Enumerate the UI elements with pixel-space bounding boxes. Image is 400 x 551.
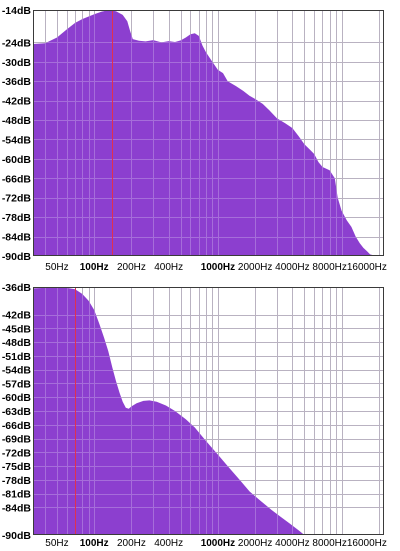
x-tick-label: 4000Hz bbox=[275, 262, 309, 273]
y-tick-label: -48dB bbox=[2, 115, 32, 127]
x-tick-label: 50Hz bbox=[45, 262, 68, 273]
plot-frame bbox=[33, 287, 384, 535]
y-tick-label: -66dB bbox=[2, 420, 32, 432]
plot-frame bbox=[33, 10, 384, 256]
x-tick-label: 1000Hz bbox=[201, 262, 235, 273]
y-tick-label: -57dB bbox=[2, 378, 32, 390]
y-tick-label: -78dB bbox=[2, 475, 32, 487]
y-tick-label: -30dB bbox=[2, 57, 32, 69]
spectrum-area bbox=[33, 10, 377, 256]
y-tick-label: -36dB bbox=[2, 76, 32, 88]
spectrum-chart-1: -14dB -24dB -30dB -36dB -42dB -48dB -54dB -60dB… bbox=[2, 5, 387, 273]
y-tick-label: -24dB bbox=[2, 37, 32, 49]
y-tick-label: -78dB bbox=[2, 212, 32, 224]
x-tick-label: 2000Hz bbox=[238, 538, 272, 549]
x-tick-label: 50Hz bbox=[45, 538, 68, 549]
y-tick-label: -60dB bbox=[2, 154, 32, 166]
y-tick-label: -84dB bbox=[2, 502, 32, 514]
y-tick-label: -90dB bbox=[2, 530, 32, 542]
y-tick-label: -84dB bbox=[2, 232, 32, 244]
y-tick-label: -66dB bbox=[2, 173, 32, 185]
y-tick-label: -54dB bbox=[2, 134, 32, 146]
y-tick-label: -69dB bbox=[2, 434, 32, 446]
x-tick-label: 100Hz bbox=[80, 262, 109, 273]
x-tick-label: 200Hz bbox=[117, 262, 146, 273]
x-tick-label: 16000Hz bbox=[347, 538, 387, 549]
y-tick-label: -60dB bbox=[2, 392, 32, 404]
y-tick-label: -45dB bbox=[2, 323, 32, 335]
x-tick-label: 100Hz bbox=[80, 538, 109, 549]
x-tick-label: 2000Hz bbox=[238, 262, 272, 273]
spectrum-chart-2: -36dB -42dB-45dB -48dB -51dB -54dB-57dB -60dB… bbox=[2, 282, 387, 549]
x-tick-label: 400Hz bbox=[154, 538, 183, 549]
y-tick-label: -54dB bbox=[2, 365, 32, 377]
y-tick-label: -42dB bbox=[2, 96, 32, 108]
y-tick-label: -75dB bbox=[2, 461, 32, 473]
x-tick-label: 1000Hz bbox=[201, 538, 235, 549]
y-tick-label: -72dB bbox=[2, 193, 32, 205]
x-tick-label: 16000Hz bbox=[347, 262, 387, 273]
y-tick-label: -81dB bbox=[2, 489, 32, 501]
y-tick-label: -90dB bbox=[2, 251, 32, 263]
grid-overlay bbox=[33, 287, 384, 535]
y-tick-label: -72dB bbox=[2, 447, 32, 459]
y-tick-label: -51dB bbox=[2, 351, 32, 363]
y-tick-label: -36dB bbox=[2, 282, 32, 294]
x-tick-label: 400Hz bbox=[154, 262, 183, 273]
y-tick-label: -42dB bbox=[2, 310, 32, 322]
y-tick-label: -48dB bbox=[2, 337, 32, 349]
x-tick-label: 8000Hz bbox=[312, 262, 346, 273]
x-tick-label: 4000Hz bbox=[275, 538, 309, 549]
y-tick-label: -63dB bbox=[2, 406, 32, 418]
x-tick-label: 200Hz bbox=[117, 538, 146, 549]
y-tick-label: -14dB bbox=[2, 5, 32, 17]
spectrum-area bbox=[33, 287, 305, 535]
x-tick-label: 8000Hz bbox=[312, 538, 346, 549]
